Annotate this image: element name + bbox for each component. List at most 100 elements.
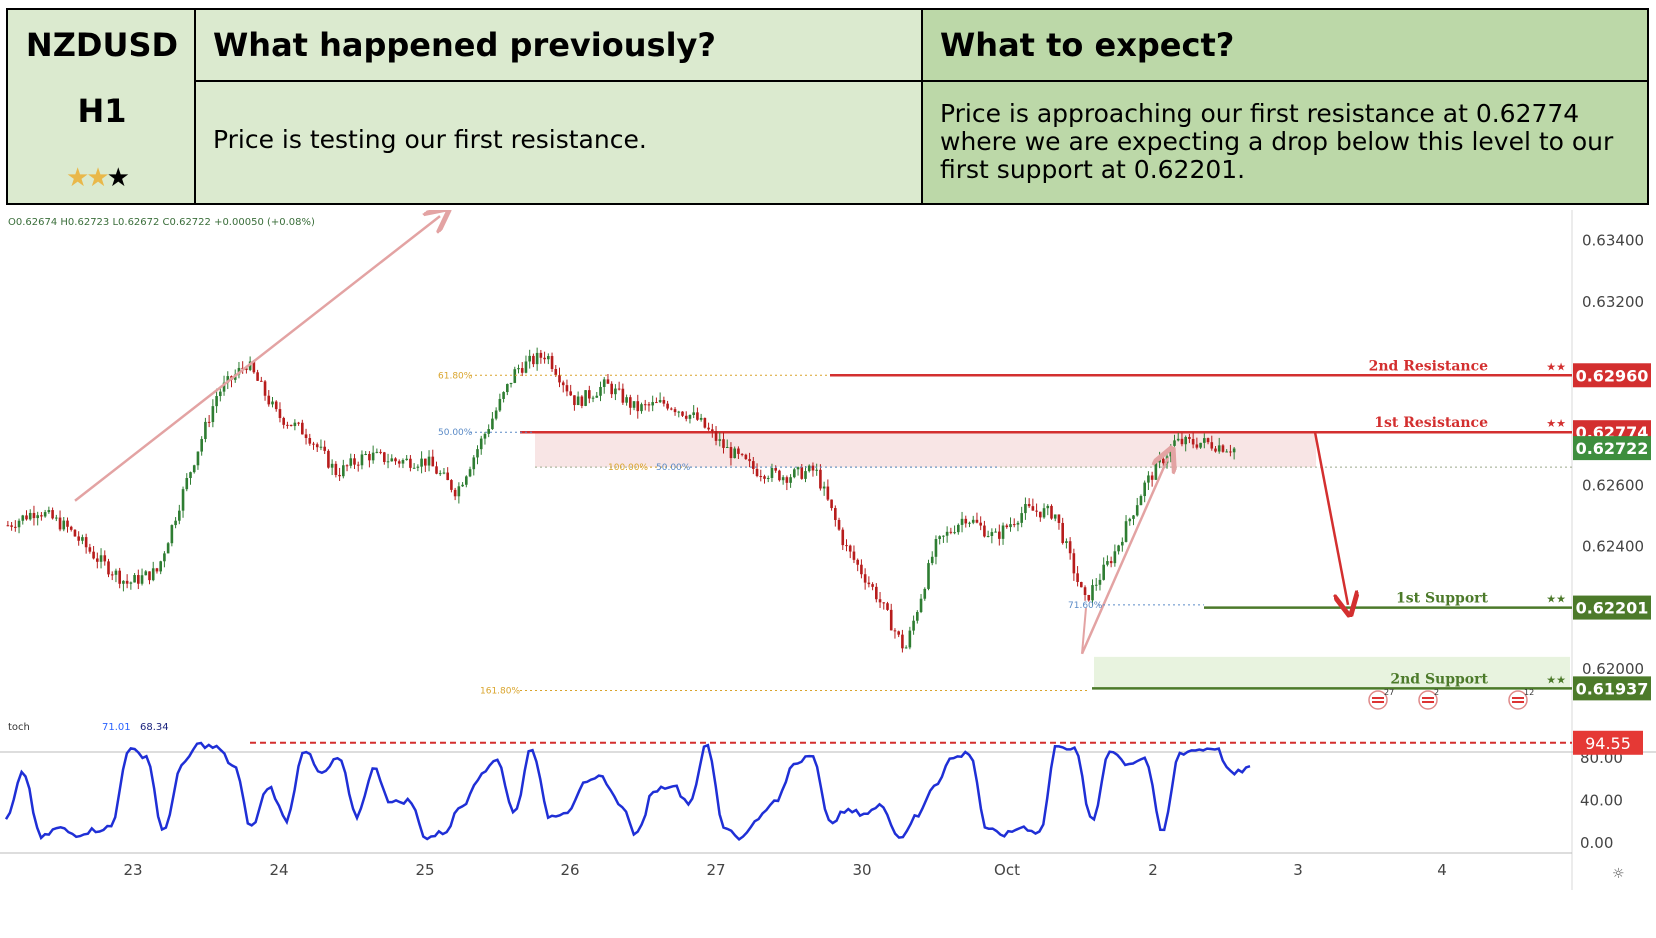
candle-body — [1154, 462, 1158, 480]
star-empty-icon: ★ — [106, 163, 130, 193]
candle-body — [904, 647, 908, 649]
candle-body — [718, 439, 722, 441]
candle-body — [837, 519, 841, 530]
level-stars: ★★ — [1546, 593, 1566, 606]
candle-body — [599, 386, 602, 396]
candle-body — [375, 451, 379, 453]
candle-body — [509, 382, 513, 385]
candle-body — [293, 422, 297, 427]
candle-body — [245, 368, 248, 370]
candle-body — [983, 525, 986, 537]
candle-body — [923, 588, 927, 599]
candle-body — [1083, 587, 1087, 596]
candle-body — [793, 469, 796, 478]
candle-body — [573, 395, 576, 406]
settings-icon[interactable]: ☼ — [1612, 866, 1625, 882]
candle-body — [1076, 573, 1079, 582]
candle-body — [148, 571, 151, 581]
flag-stripe — [1372, 697, 1384, 699]
candle-body — [796, 467, 800, 470]
candle-body — [681, 411, 684, 416]
candle-body — [547, 356, 550, 360]
candle-body — [532, 355, 535, 365]
time-axis-tick: 26 — [560, 861, 579, 879]
candle-body — [356, 464, 360, 466]
candle-body — [722, 439, 725, 448]
timeframe-label: H1 — [77, 92, 127, 130]
candle-body — [979, 522, 982, 526]
price-axis-tick: 0.62400 — [1582, 538, 1644, 556]
candle-body — [69, 526, 73, 530]
candle-body — [371, 452, 375, 461]
candle-body — [752, 461, 755, 469]
candle-body — [282, 417, 285, 425]
candle-body — [494, 410, 498, 419]
candle-body — [1206, 438, 1210, 443]
time-axis-tick: 4 — [1437, 861, 1447, 879]
level-label: 1st Resistance — [1374, 415, 1488, 431]
candle-body — [781, 477, 785, 481]
candle-body — [1232, 448, 1236, 453]
candle-body — [1042, 508, 1046, 518]
candle-body — [315, 444, 319, 448]
candle-body — [174, 520, 177, 526]
candle-body — [614, 388, 617, 395]
candle-body — [92, 551, 95, 559]
candle-body — [47, 510, 51, 513]
candle-body — [103, 555, 107, 562]
fib-label: 50.00% — [656, 463, 691, 473]
flag-stripe — [1422, 697, 1434, 699]
candle-body — [99, 555, 103, 562]
candle-body — [658, 400, 662, 403]
candle-body — [178, 510, 181, 521]
candle-body — [107, 561, 110, 575]
candle-body — [73, 529, 77, 537]
forecast-arrow-down — [1313, 431, 1348, 605]
candle-body — [125, 580, 129, 584]
candle-body — [155, 568, 159, 572]
time-axis-tick: 30 — [852, 861, 871, 879]
candle-body — [643, 404, 647, 406]
candle-body — [36, 515, 39, 519]
candle-body — [703, 417, 707, 428]
impulse-arrow-up — [74, 216, 440, 502]
candle-body — [1050, 505, 1053, 519]
resistance-zone — [535, 432, 1316, 468]
candle-body — [256, 372, 259, 381]
candle-body — [394, 458, 397, 462]
candle-body — [349, 458, 353, 466]
candle-body — [498, 398, 502, 411]
candle-body — [942, 535, 945, 537]
candle-body — [535, 352, 539, 365]
candle-body — [222, 382, 226, 392]
candle-body — [457, 486, 461, 497]
candle-body — [919, 598, 923, 612]
candle-body — [1124, 521, 1128, 542]
candle-body — [137, 575, 140, 584]
candle-body — [345, 465, 349, 467]
level-stars: ★★ — [1546, 360, 1566, 373]
candle-body — [971, 519, 975, 523]
candle-body — [621, 388, 625, 403]
candles-layer — [6, 347, 1236, 653]
level-label: 1st Support — [1396, 591, 1489, 607]
candle-body — [1184, 436, 1187, 445]
candle-body — [1031, 506, 1035, 511]
pair-cell: NZDUSD H1 ★★★ — [8, 10, 196, 203]
candle-body — [271, 401, 274, 405]
candle-body — [666, 403, 669, 409]
previous-title: What happened previously? — [213, 26, 716, 64]
candle-body — [714, 431, 718, 441]
candle-body — [882, 602, 886, 604]
candle-body — [1094, 584, 1098, 586]
candle-body — [81, 537, 84, 541]
price-chart[interactable]: 2nd Resistance ★★ 0.62960 1st Resistance ★★ 0… — [0, 210, 1656, 938]
candle-body — [785, 477, 789, 483]
candle-body — [1217, 445, 1221, 452]
candle-body — [692, 412, 695, 416]
expect-body-line-1: Price is approaching our first resistanc… — [940, 99, 1580, 128]
event-count: 2 — [1434, 688, 1439, 697]
candle-body — [1102, 564, 1105, 580]
oscillator-d-value: 68.34 — [140, 722, 169, 733]
candle-body — [424, 458, 427, 466]
